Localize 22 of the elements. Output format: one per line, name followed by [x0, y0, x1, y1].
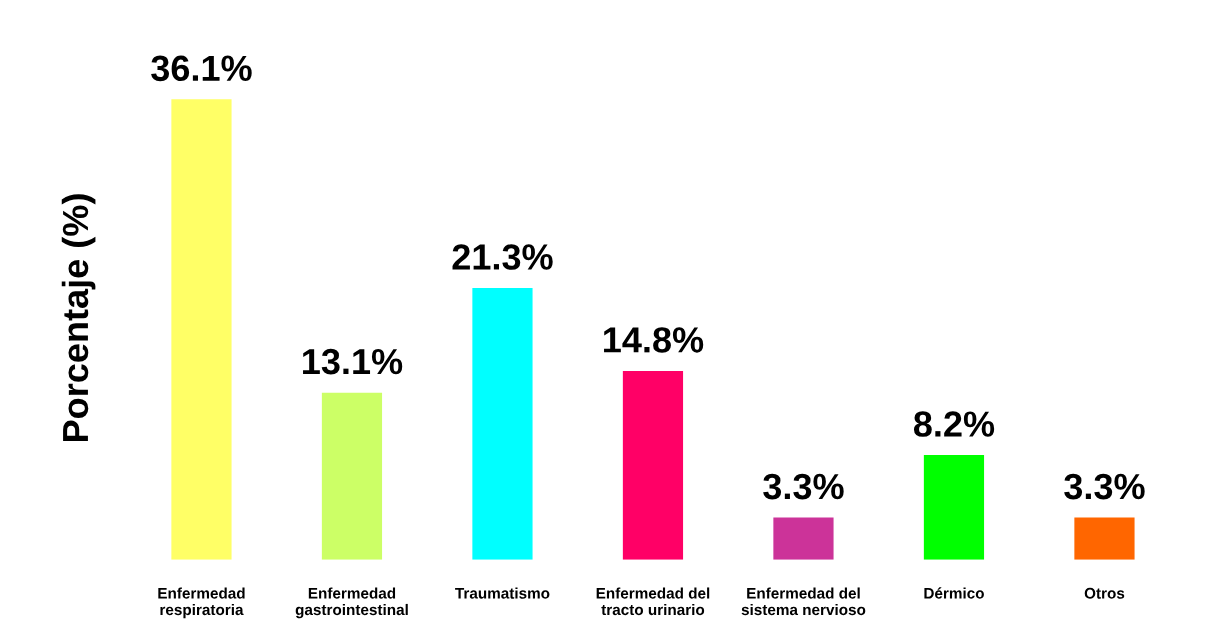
x-tick-label: Enfermedad respiratoria: [158, 587, 245, 619]
bar: [923, 455, 985, 560]
data-label: 21.3%: [452, 244, 553, 270]
bar: [171, 99, 232, 560]
bar: [622, 370, 684, 560]
data-label: 3.3%: [763, 473, 844, 500]
data-label: 3.3%: [1064, 473, 1145, 500]
data-label: 13.1%: [303, 348, 403, 375]
x-tick-label: Enfermedad del tracto urinario: [596, 587, 710, 616]
bar: [773, 517, 834, 560]
y-axis-title: Porcentaje (%): [61, 194, 96, 441]
bar: [472, 288, 533, 560]
data-label: 8.2%: [913, 411, 995, 437]
x-tick-label: Dérmico: [924, 587, 984, 599]
data-label: 36.1%: [151, 55, 252, 82]
x-tick-label: Enfermedad gastrointestinal: [295, 587, 408, 619]
data-label: 14.8%: [604, 327, 704, 353]
x-tick-label: Traumatismo: [455, 587, 550, 599]
x-tick-label: Enfermedad del sistema nervioso: [741, 587, 866, 616]
bar: [1074, 517, 1135, 560]
x-tick-label: Otros: [1084, 587, 1125, 599]
bar: [321, 392, 383, 560]
